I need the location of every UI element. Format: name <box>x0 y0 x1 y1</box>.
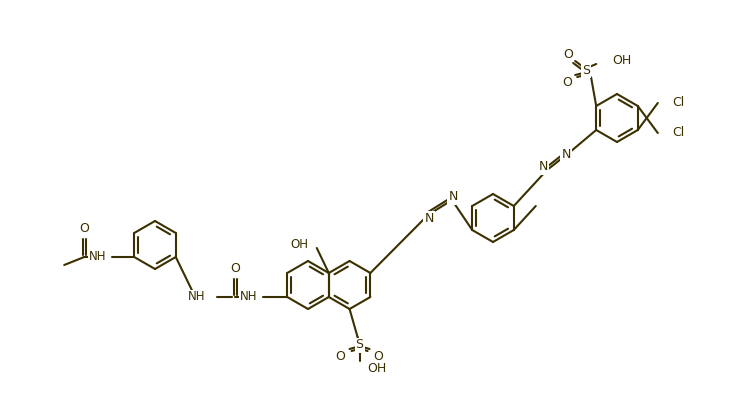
Text: N: N <box>561 149 571 162</box>
Text: Cl: Cl <box>672 97 684 109</box>
Text: OH: OH <box>612 53 632 67</box>
Text: NH: NH <box>188 290 205 303</box>
Text: N: N <box>448 191 457 204</box>
Text: O: O <box>374 351 384 364</box>
Text: OH: OH <box>367 362 387 375</box>
Text: S: S <box>355 339 364 351</box>
Text: NH: NH <box>240 290 257 303</box>
Text: O: O <box>230 263 240 276</box>
Text: Cl: Cl <box>672 126 684 139</box>
Text: N: N <box>425 212 434 225</box>
Text: N: N <box>539 160 548 173</box>
Text: O: O <box>562 76 572 88</box>
Text: OH: OH <box>291 238 308 252</box>
Text: O: O <box>336 351 346 364</box>
Text: NH: NH <box>89 250 107 263</box>
Text: O: O <box>79 223 89 236</box>
Text: O: O <box>563 48 573 61</box>
Text: S: S <box>582 63 590 76</box>
